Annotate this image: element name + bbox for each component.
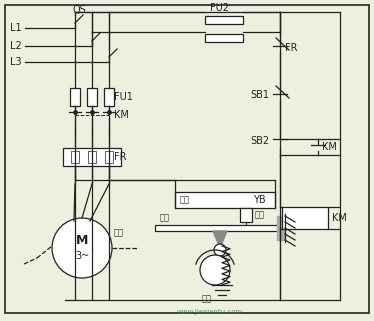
Text: 闸瓦: 闸瓦 (114, 229, 124, 238)
Text: FR: FR (114, 152, 126, 162)
Text: 闸轮: 闸轮 (202, 294, 212, 303)
Text: SB2: SB2 (250, 136, 269, 146)
Text: 杆杆: 杆杆 (160, 213, 170, 222)
Bar (282, 207, 328, 229)
Bar (63, 148, 121, 166)
Circle shape (200, 255, 230, 285)
Text: YB: YB (253, 195, 266, 205)
Bar (104, 88, 114, 106)
Text: SB1: SB1 (250, 90, 269, 100)
Text: KM: KM (332, 213, 347, 223)
Bar (205, 16, 243, 24)
Text: KM: KM (322, 142, 337, 152)
Polygon shape (277, 216, 285, 240)
Text: KM: KM (114, 110, 129, 120)
Bar (105, 151, 113, 163)
Text: www.jiexiantu.com: www.jiexiantu.com (177, 309, 243, 315)
Bar (155, 225, 285, 231)
Text: L1: L1 (10, 23, 22, 33)
Bar (205, 34, 243, 42)
Text: 衔铁: 衔铁 (255, 211, 265, 220)
Bar (175, 192, 275, 208)
Circle shape (52, 218, 112, 278)
Bar (88, 151, 96, 163)
Text: 线圈: 线圈 (180, 195, 190, 204)
Text: L3: L3 (10, 57, 22, 67)
Text: FU1: FU1 (114, 92, 133, 102)
Polygon shape (213, 231, 227, 248)
Bar (87, 88, 97, 106)
Bar (71, 151, 79, 163)
Text: L2: L2 (10, 41, 22, 51)
Bar (70, 88, 80, 106)
Bar (240, 208, 252, 222)
Circle shape (214, 244, 226, 256)
Text: FR: FR (285, 43, 297, 53)
Text: 3~: 3~ (75, 251, 89, 261)
Text: M: M (76, 235, 88, 247)
Text: FU2: FU2 (210, 3, 229, 13)
Text: QS: QS (73, 5, 87, 15)
